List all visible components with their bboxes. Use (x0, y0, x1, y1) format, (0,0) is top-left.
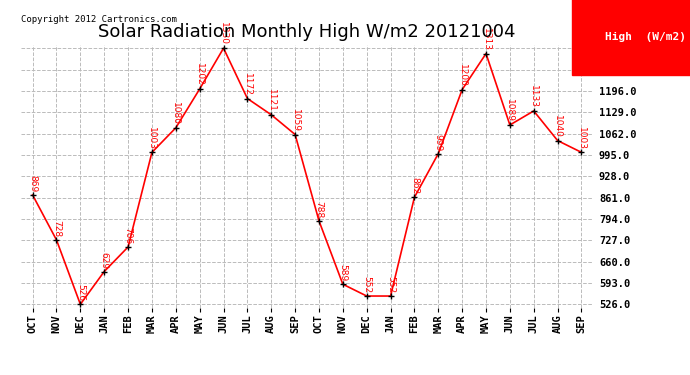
Text: 1202: 1202 (195, 63, 204, 86)
Text: High  (W/m2): High (W/m2) (605, 32, 686, 42)
Text: 862: 862 (410, 177, 419, 195)
Text: 552: 552 (362, 276, 371, 293)
Text: Copyright 2012 Cartronics.com: Copyright 2012 Cartronics.com (21, 15, 177, 24)
Text: 526: 526 (76, 284, 85, 302)
Text: 999: 999 (434, 134, 443, 151)
Text: 1330: 1330 (219, 22, 228, 45)
Text: 1200: 1200 (457, 64, 466, 87)
Text: 1040: 1040 (553, 115, 562, 138)
Text: 1133: 1133 (529, 85, 538, 108)
Title: Solar Radiation Monthly High W/m2 20121004: Solar Radiation Monthly High W/m2 201210… (98, 22, 516, 40)
Text: 869: 869 (28, 175, 37, 192)
Text: 706: 706 (124, 227, 132, 244)
Text: 728: 728 (52, 220, 61, 237)
Text: 589: 589 (338, 264, 347, 282)
Text: 1003: 1003 (148, 127, 157, 150)
Text: 1172: 1172 (243, 73, 252, 96)
Text: 1313: 1313 (482, 28, 491, 51)
Text: 1121: 1121 (267, 89, 276, 112)
Text: 1059: 1059 (290, 109, 299, 132)
Text: 1080: 1080 (171, 102, 180, 125)
Text: 552: 552 (386, 276, 395, 293)
Text: 788: 788 (315, 201, 324, 218)
Text: 1003: 1003 (577, 127, 586, 150)
Text: 1089: 1089 (505, 99, 514, 122)
Text: 629: 629 (100, 252, 109, 269)
